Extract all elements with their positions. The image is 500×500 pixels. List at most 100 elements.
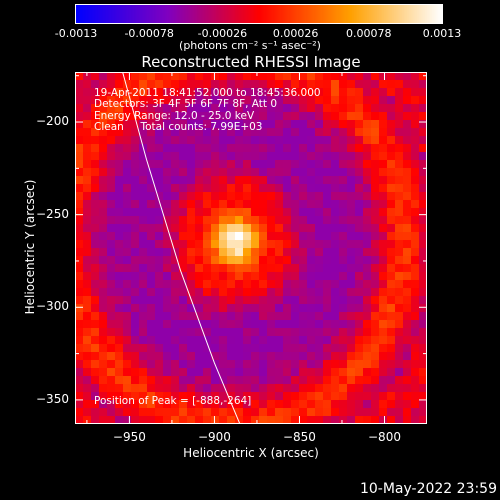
heatmap-cell	[235, 88, 244, 97]
heatmap-cell	[339, 160, 348, 169]
heatmap-cell	[307, 400, 316, 409]
heatmap-cell	[179, 216, 188, 225]
heatmap-cell	[291, 328, 300, 337]
heatmap-cell	[219, 152, 228, 161]
heatmap-cell	[83, 256, 92, 265]
heatmap-cell	[155, 144, 164, 153]
heatmap-cell	[307, 216, 316, 225]
heatmap-cell	[323, 296, 332, 305]
heatmap-cell	[419, 400, 427, 409]
heatmap-cell	[179, 296, 188, 305]
heatmap-cell	[91, 216, 100, 225]
heatmap-cell	[283, 104, 292, 113]
heatmap-cell	[115, 304, 124, 313]
heatmap-cell	[355, 208, 364, 217]
heatmap-cell	[155, 232, 164, 241]
heatmap-cell	[243, 176, 252, 185]
heatmap-cell	[411, 360, 420, 369]
heatmap-cell	[243, 72, 252, 81]
heatmap-cell	[155, 368, 164, 377]
heatmap-cell	[147, 344, 156, 353]
heatmap-cell	[171, 112, 180, 121]
heatmap-cell	[395, 344, 404, 353]
heatmap-cell	[259, 184, 268, 193]
heatmap-cell	[291, 320, 300, 329]
heatmap-cell	[339, 256, 348, 265]
heatmap-cell	[363, 120, 372, 129]
heatmap-cell	[179, 240, 188, 249]
heatmap-cell	[275, 272, 284, 281]
heatmap-cell	[419, 232, 427, 241]
heatmap-cell	[147, 184, 156, 193]
heatmap-cell	[419, 360, 427, 369]
heatmap-cell	[163, 408, 172, 417]
heatmap-cell	[379, 272, 388, 281]
heatmap-cell	[419, 376, 427, 385]
heatmap-cell	[187, 184, 196, 193]
heatmap-cell	[219, 112, 228, 121]
heatmap-cell	[179, 184, 188, 193]
heatmap-cell	[99, 416, 108, 424]
heatmap-cell	[251, 256, 260, 265]
heatmap-cell	[187, 208, 196, 217]
heatmap-cell	[387, 344, 396, 353]
heatmap-cell	[203, 296, 212, 305]
heatmap-cell	[83, 376, 92, 385]
heatmap-cell	[75, 392, 84, 401]
heatmap-cell	[323, 80, 332, 89]
heatmap-cell	[235, 344, 244, 353]
heatmap-cell	[291, 184, 300, 193]
heatmap-cell	[251, 400, 260, 409]
heatmap-cell	[299, 72, 308, 81]
heatmap-cell	[403, 376, 412, 385]
heatmap-cell	[315, 280, 324, 289]
heatmap-cell	[331, 312, 340, 321]
heatmap-cell	[107, 400, 116, 409]
heatmap-cell	[219, 240, 228, 249]
heatmap-cell	[371, 408, 380, 417]
heatmap-cell	[171, 240, 180, 249]
heatmap-cell	[339, 184, 348, 193]
heatmap-cell	[243, 304, 252, 313]
heatmap-cell	[219, 336, 228, 345]
heatmap-cell	[387, 200, 396, 209]
heatmap-cell	[91, 160, 100, 169]
heatmap-cell	[267, 408, 276, 417]
heatmap-cell	[155, 112, 164, 121]
heatmap-cell	[371, 280, 380, 289]
heatmap-cell	[99, 144, 108, 153]
heatmap-cell	[363, 264, 372, 273]
heatmap-cell	[395, 264, 404, 273]
heatmap-cell	[419, 184, 427, 193]
heatmap-cell	[171, 216, 180, 225]
y-tick-label: −200	[36, 114, 69, 129]
heatmap-cell	[235, 376, 244, 385]
heatmap-cell	[243, 312, 252, 321]
heatmap-cell	[195, 400, 204, 409]
heatmap-cell	[363, 104, 372, 113]
heatmap-cell	[331, 408, 340, 417]
heatmap-cell	[163, 208, 172, 217]
heatmap-cell	[75, 248, 84, 257]
heatmap-cell	[115, 288, 124, 297]
heatmap-cell	[75, 296, 84, 305]
heatmap-cell	[99, 160, 108, 169]
heatmap-cell	[147, 168, 156, 177]
heatmap-cell	[347, 400, 356, 409]
heatmap-cell	[291, 368, 300, 377]
heatmap-cell	[267, 264, 276, 273]
heatmap-cell	[243, 320, 252, 329]
heatmap-cell	[339, 400, 348, 409]
heatmap-cell	[315, 160, 324, 169]
heatmap-cell	[195, 264, 204, 273]
heatmap-cell	[171, 336, 180, 345]
heatmap-cell	[419, 368, 427, 377]
heatmap-cell	[75, 384, 84, 393]
heatmap-cell	[403, 352, 412, 361]
heatmap-cell	[363, 400, 372, 409]
heatmap-cell	[123, 344, 132, 353]
heatmap-cell	[203, 312, 212, 321]
heatmap-cell	[395, 288, 404, 297]
heatmap-cell	[195, 376, 204, 385]
heatmap-cell	[243, 112, 252, 121]
